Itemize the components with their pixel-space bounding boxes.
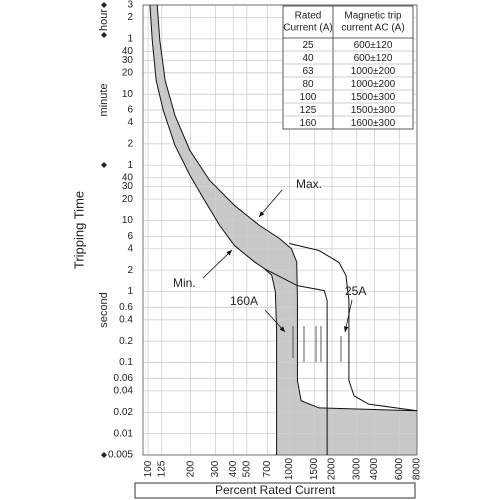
x-tick-label: 125 [156, 460, 167, 477]
x-tick-label: 8000 [412, 457, 423, 480]
x-tick-label: 700 [262, 460, 273, 477]
arrow-head [343, 326, 349, 332]
y-tick-label: 0.2 [119, 336, 133, 347]
y-unit-label: minute [98, 83, 110, 116]
y-tick-label: 0.04 [114, 385, 134, 396]
annotation: Min. [173, 276, 196, 290]
y-tick-label: 4 [127, 243, 133, 254]
x-tick-label: 6000 [394, 457, 405, 480]
annotation: 160A [230, 294, 258, 308]
annotation-arrow [202, 249, 233, 279]
table-cell: 600±120 [354, 53, 393, 64]
table-cell: 40 [302, 53, 314, 64]
y-tick-label: 40 [122, 172, 134, 183]
y-tick-label: 20 [122, 67, 134, 78]
y-tick-label: 1 [127, 34, 133, 45]
table-bg [282, 5, 414, 130]
trip-curve [149, 4, 278, 455]
y-tick-label: 30 [122, 55, 134, 66]
table-header: Rated [295, 11, 322, 22]
y-tick-label: 30 [122, 181, 134, 192]
y-tick-label: 0.06 [114, 373, 134, 384]
x-axis-label: Percent Rated Current [215, 483, 336, 497]
y-tick-label: 1 [127, 160, 133, 171]
x-tick-label: 400 [228, 460, 239, 477]
annotation-arrow [258, 189, 283, 218]
y-tick-label: 2 [127, 138, 133, 149]
x-label-box [134, 482, 416, 499]
y-unit-label: second [98, 292, 110, 327]
trip-curve [264, 268, 328, 455]
y-tick-label: 0.02 [114, 407, 134, 418]
y-axis-label: Tripping Time [71, 191, 86, 269]
x-tick-label: 2000 [327, 457, 338, 480]
x-tick-label: 200 [185, 460, 196, 477]
arrow-head [259, 211, 265, 217]
y-tick-label: 10 [122, 89, 134, 100]
y-tick-label: 3 [127, 0, 133, 11]
x-tick-label: 4000 [369, 457, 380, 480]
table-cell: 80 [302, 79, 314, 90]
unit-divider [101, 452, 107, 458]
plot-frame [142, 4, 418, 456]
y-tick-label: 20 [122, 194, 134, 205]
x-tick-label: 1000 [284, 457, 295, 480]
y-unit-label: hour [98, 9, 110, 31]
y-tick-label: 4 [127, 117, 133, 128]
y-tick-label: 10 [122, 215, 134, 226]
y-tick-label: 2 [127, 265, 133, 276]
y-tick-label: 0.4 [119, 314, 133, 325]
y-tick-label: 6 [127, 105, 133, 116]
y-tick-label: 6 [127, 231, 133, 242]
unit-divider [101, 32, 107, 38]
table-cell: 1500±300 [351, 105, 396, 116]
table-header: current AC (A) [341, 23, 404, 34]
table-cell: 1000±200 [351, 79, 396, 90]
y-tick-label: 0.005 [108, 450, 133, 461]
table-cell: 125 [300, 105, 317, 116]
x-tick-label: 500 [242, 460, 253, 477]
annotation: 25A [345, 284, 366, 298]
table-cell: 1500±300 [351, 92, 396, 103]
x-tick-label: 1500 [309, 457, 320, 480]
trip-curve [289, 243, 418, 412]
y-tick-label: 2 [127, 12, 133, 23]
x-tick-label: 300 [210, 460, 221, 477]
table-cell: 63 [302, 66, 314, 77]
y-tick-label: 1 [127, 286, 133, 297]
table-header: Current (A) [283, 23, 332, 34]
y-tick-label: 40 [122, 46, 134, 57]
unit-divider [101, 2, 107, 8]
table-cell: 1600±300 [351, 118, 396, 129]
table-header: Magnetic trip [344, 11, 402, 22]
arrow-head [226, 250, 232, 256]
unit-markers [101, 2, 107, 458]
table-cell: 1000±200 [351, 66, 396, 77]
annotation: Max. [296, 177, 322, 191]
y-tick-label: 0.6 [119, 302, 133, 313]
arrow-head [279, 326, 285, 332]
table-cell: 25 [302, 40, 314, 51]
unit-divider [101, 162, 107, 168]
table-cell: 600±120 [354, 40, 393, 51]
table-cell: 100 [300, 92, 317, 103]
x-tick-label: 100 [143, 460, 154, 477]
table-cell: 160 [300, 118, 317, 129]
y-tick-label: 0.01 [114, 428, 134, 439]
y-tick-label: 0.1 [119, 357, 133, 368]
trip-curve [156, 4, 418, 412]
x-tick-label: 3000 [351, 457, 362, 480]
